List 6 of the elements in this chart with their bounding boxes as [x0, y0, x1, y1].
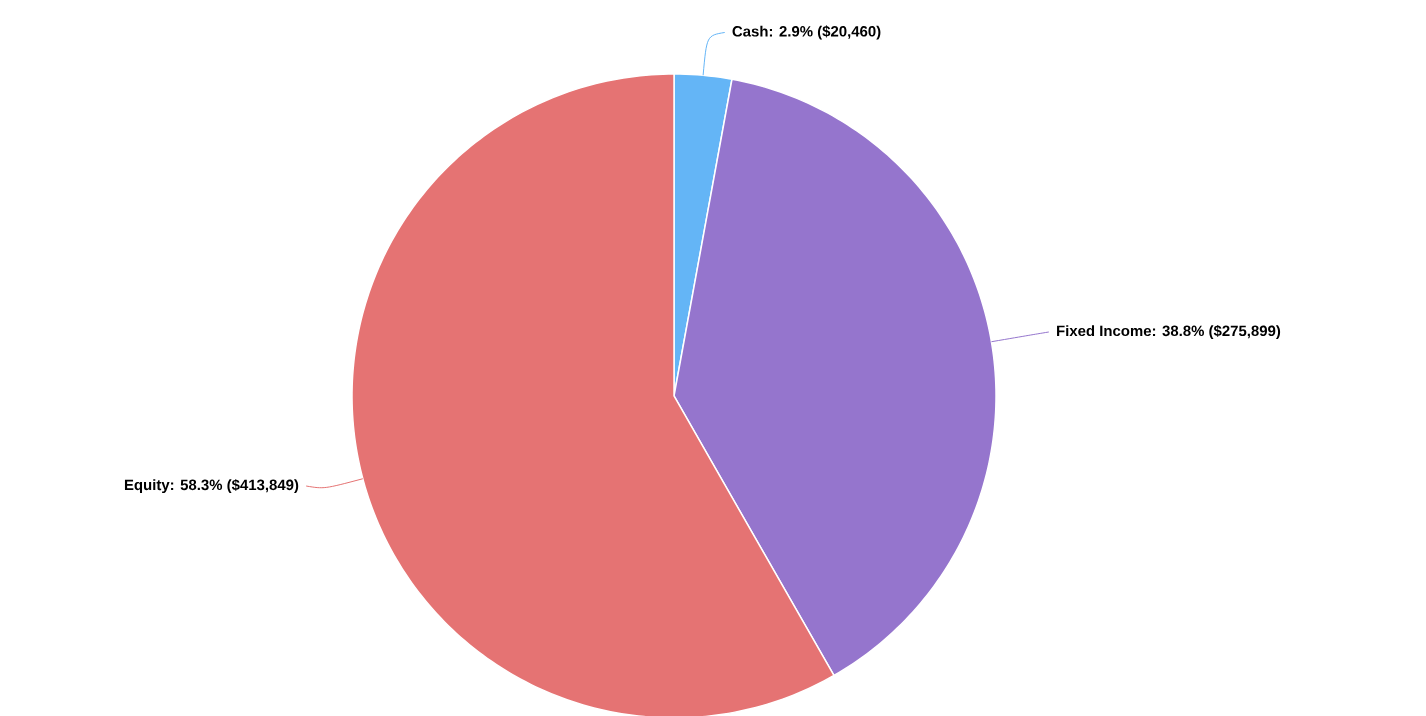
- slice-label: Cash: [732, 25, 768, 37]
- slice-label: Equity: [124, 479, 170, 494]
- data-label: : 38.8% ($275,899): [1152, 324, 1281, 340]
- slice-label: Fixed Income: [1057, 325, 1152, 337]
- data-label: : 2.9% ($20,460): [769, 25, 881, 40]
- data-label: : 58.3% ($413,849): [171, 478, 299, 494]
